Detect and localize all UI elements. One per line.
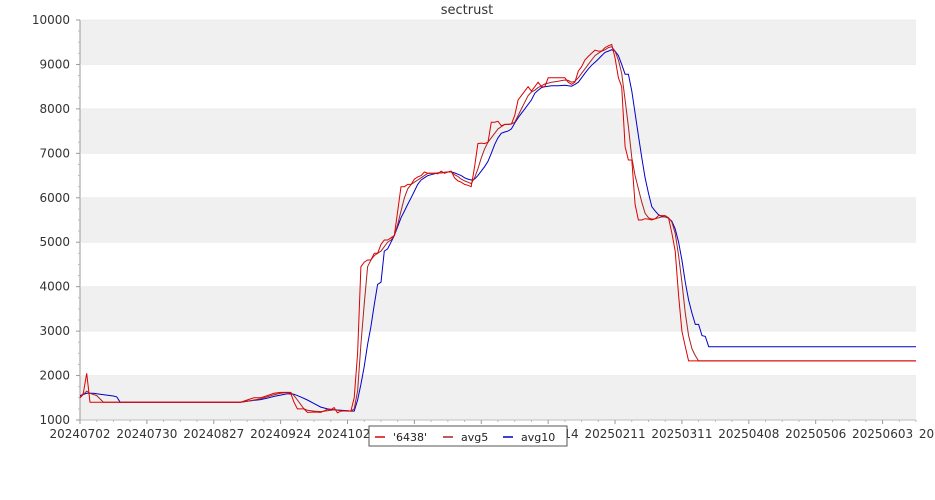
legend-box <box>368 425 568 447</box>
x-tick-label: 20250603 <box>852 427 913 441</box>
y-tick-label: 3000 <box>39 324 70 338</box>
grid-band <box>80 20 916 65</box>
series-layer <box>79 43 916 414</box>
x-tick-label: 20240924 <box>250 427 311 441</box>
legend: '6438' avg5 avg10 <box>368 425 568 447</box>
x-tick-label: 20250506 <box>785 427 846 441</box>
y-tick-label: 9000 <box>39 57 70 71</box>
y-tick-label: 8000 <box>39 102 70 116</box>
y-tick-label: 4000 <box>39 280 70 294</box>
legend-label-2: avg10 <box>521 431 555 444</box>
x-tick-label: 20240702 <box>49 427 110 441</box>
legend-label-0: '6438' <box>393 431 427 444</box>
y-tick-label: 7000 <box>39 146 70 160</box>
x-tick-label: 20250701 <box>919 427 935 441</box>
series-line-0 <box>79 43 916 414</box>
y-tick-label: 5000 <box>39 235 70 249</box>
x-tick-label: 20241022 <box>317 427 378 441</box>
grid-bands <box>80 20 916 420</box>
grid-band <box>80 108 916 154</box>
chart-title: sectrust <box>441 3 493 18</box>
x-tick-label: 20250408 <box>718 427 779 441</box>
legend-label-1: avg5 <box>461 431 488 444</box>
x-tick-label: 20250311 <box>651 427 712 441</box>
y-tick-label: 10000 <box>32 13 70 27</box>
y-tick-label: 1000 <box>39 413 70 427</box>
y-tick-label: 2000 <box>39 369 70 383</box>
x-tick-label: 20240730 <box>116 427 177 441</box>
series-line-1 <box>79 46 916 413</box>
grid-band <box>80 286 916 332</box>
series-line-2 <box>79 49 916 412</box>
x-tick-label: 20250211 <box>585 427 646 441</box>
grid-band <box>80 375 916 420</box>
grid-band <box>80 197 916 243</box>
y-tick-label: 6000 <box>39 191 70 205</box>
x-tick-label: 20240827 <box>183 427 244 441</box>
